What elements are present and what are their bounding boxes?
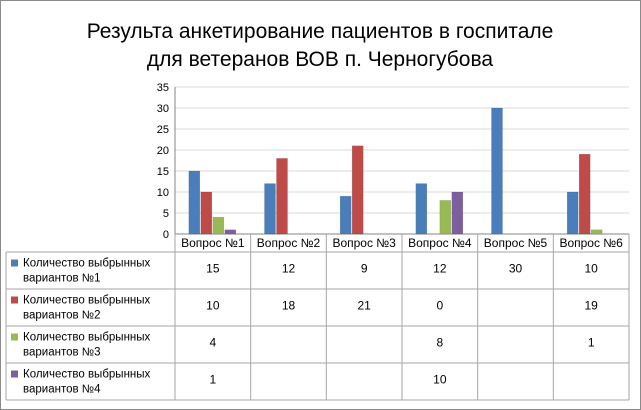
bar-s2-6 xyxy=(578,153,591,235)
bar-s1-1 xyxy=(188,170,201,235)
data-label-s1-6: 10 xyxy=(584,262,598,276)
legend-label-s4: вариантов №4 xyxy=(23,384,101,396)
legend-label-s1: Количество выбрынных xyxy=(23,258,151,270)
legend-key-s1 xyxy=(11,259,18,267)
y-tick-label: 25 xyxy=(157,124,169,136)
bar-s1-2 xyxy=(264,183,276,235)
legend-label-s3: вариантов №3 xyxy=(23,347,101,359)
legend-label-s3: Количество выбрынных xyxy=(23,332,151,344)
chart-title-line: для ветеранов ВОВ п. Черногубова xyxy=(147,48,493,71)
bar-s3-6 xyxy=(590,229,603,235)
category-label: Вопрос №1 xyxy=(181,236,245,250)
bar-s3-1 xyxy=(212,216,225,235)
bar-s4-1 xyxy=(224,229,237,235)
data-label-s2-6: 19 xyxy=(584,299,598,313)
data-label-s2-3: 21 xyxy=(357,299,371,313)
y-tick-label: 35 xyxy=(157,82,169,94)
data-label-s3-6: 1 xyxy=(588,336,595,350)
bar-s3-4 xyxy=(439,200,452,235)
data-label-s1-5: 30 xyxy=(509,262,523,276)
bar-s1-5 xyxy=(491,107,503,235)
legend-label-s2: вариантов №2 xyxy=(23,310,101,322)
category-label: Вопрос №2 xyxy=(257,236,321,250)
legend-label-s1: вариантов №1 xyxy=(23,273,101,285)
data-label-s1-1: 15 xyxy=(206,262,220,276)
y-tick-label: 15 xyxy=(157,166,169,178)
data-label-s1-4: 12 xyxy=(433,262,447,276)
legend-key-s3 xyxy=(11,333,18,341)
legend-label-s2: Количество выбрынных xyxy=(23,295,151,307)
data-label-s4-1: 1 xyxy=(209,373,216,387)
bar-s4-4 xyxy=(451,191,464,235)
data-label-s3-4: 8 xyxy=(436,336,443,350)
bar-s1-3 xyxy=(339,195,352,235)
data-label-s4-4: 10 xyxy=(433,373,447,387)
bar-s2-1 xyxy=(200,191,213,235)
y-tick-label: 20 xyxy=(157,145,169,157)
data-label-s1-3: 9 xyxy=(361,262,368,276)
data-label-s1-2: 12 xyxy=(282,262,296,276)
legend-label-s4: Количество выбрынных xyxy=(23,369,151,381)
bar-s1-6 xyxy=(566,191,579,235)
data-label-s2-1: 10 xyxy=(206,299,220,313)
bar-s2-3 xyxy=(351,145,364,235)
y-tick-label: 5 xyxy=(163,208,169,220)
y-tick-label: 30 xyxy=(157,103,169,115)
category-label: Вопрос №6 xyxy=(559,236,623,250)
y-tick-label: 10 xyxy=(157,187,169,199)
data-label-s3-1: 4 xyxy=(209,336,216,350)
y-tick-label: 0 xyxy=(163,229,169,241)
legend-key-s2 xyxy=(11,296,18,304)
chart-title-line: Результа анкетирование пациентов в госпи… xyxy=(87,20,554,43)
bar-s2-2 xyxy=(276,158,288,235)
category-label: Вопрос №4 xyxy=(408,236,472,250)
category-label: Вопрос №5 xyxy=(484,236,548,250)
data-label-s2-4: 0 xyxy=(436,299,443,313)
bar-s1-4 xyxy=(415,183,428,235)
legend-key-s4 xyxy=(11,370,18,378)
category-label: Вопрос №3 xyxy=(332,236,396,250)
data-label-s2-2: 18 xyxy=(282,299,296,313)
